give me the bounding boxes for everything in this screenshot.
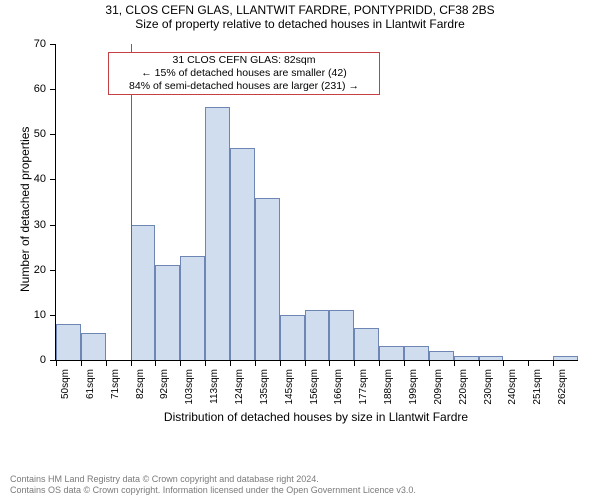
- y-tick: [50, 179, 56, 180]
- y-tick: [50, 315, 56, 316]
- x-tick: [454, 360, 455, 366]
- histogram-bar: [81, 333, 106, 360]
- x-tick: [379, 360, 380, 366]
- x-tick: [81, 360, 82, 366]
- title-line1: 31, CLOS CEFN GLAS, LLANTWIT FARDRE, PON…: [0, 3, 600, 17]
- x-tick: [180, 360, 181, 366]
- y-tick: [50, 44, 56, 45]
- histogram-bar: [553, 356, 578, 361]
- histogram-bar: [180, 256, 205, 360]
- x-tick-label: 61sqm: [85, 369, 96, 409]
- histogram-bar: [479, 356, 504, 361]
- x-tick: [528, 360, 529, 366]
- x-tick-label: 113sqm: [209, 369, 220, 409]
- y-tick: [50, 134, 56, 135]
- annotation-line: ← 15% of detached houses are smaller (42…: [113, 67, 375, 80]
- x-axis-label: Distribution of detached houses by size …: [55, 410, 577, 424]
- x-tick: [155, 360, 156, 366]
- x-tick: [479, 360, 480, 366]
- histogram-bar: [404, 346, 429, 360]
- footer-line1: Contains HM Land Registry data © Crown c…: [10, 474, 416, 485]
- annotation-box: 31 CLOS CEFN GLAS: 82sqm← 15% of detache…: [108, 52, 380, 95]
- histogram-bar: [131, 225, 156, 360]
- plot-area: 01020304050607050sqm61sqm71sqm82sqm92sqm…: [55, 44, 578, 361]
- x-tick-label: 82sqm: [135, 369, 146, 409]
- histogram-bar: [354, 328, 379, 360]
- x-tick-label: 188sqm: [383, 369, 394, 409]
- x-tick-label: 199sqm: [408, 369, 419, 409]
- y-tick: [50, 89, 56, 90]
- x-tick: [503, 360, 504, 366]
- footer-attribution: Contains HM Land Registry data © Crown c…: [10, 474, 416, 496]
- histogram-bar: [454, 356, 479, 361]
- y-tick-label: 70: [22, 38, 46, 50]
- annotation-line: 31 CLOS CEFN GLAS: 82sqm: [113, 54, 375, 67]
- x-tick-label: 92sqm: [159, 369, 170, 409]
- x-tick-label: 135sqm: [259, 369, 270, 409]
- x-tick-label: 50sqm: [60, 369, 71, 409]
- histogram-bar: [56, 324, 81, 360]
- x-tick: [429, 360, 430, 366]
- histogram-bar: [379, 346, 404, 360]
- x-tick: [131, 360, 132, 366]
- y-tick-label: 60: [22, 83, 46, 95]
- histogram-bar: [255, 198, 280, 361]
- x-tick-label: 262sqm: [557, 369, 568, 409]
- y-tick: [50, 225, 56, 226]
- x-tick-label: 240sqm: [507, 369, 518, 409]
- x-tick-label: 71sqm: [110, 369, 121, 409]
- histogram-bar: [280, 315, 305, 360]
- x-tick: [255, 360, 256, 366]
- x-tick-label: 177sqm: [358, 369, 369, 409]
- x-tick: [280, 360, 281, 366]
- histogram-bar: [230, 148, 255, 360]
- x-tick-label: 156sqm: [309, 369, 320, 409]
- footer-line2: Contains OS data © Crown copyright. Info…: [10, 485, 416, 496]
- x-tick-label: 145sqm: [284, 369, 295, 409]
- x-tick: [553, 360, 554, 366]
- x-tick-label: 251sqm: [532, 369, 543, 409]
- x-tick: [354, 360, 355, 366]
- title-line2: Size of property relative to detached ho…: [0, 17, 600, 31]
- x-tick-label: 230sqm: [483, 369, 494, 409]
- annotation-line: 84% of semi-detached houses are larger (…: [113, 80, 375, 93]
- y-tick-label: 0: [22, 354, 46, 366]
- x-tick-label: 124sqm: [234, 369, 245, 409]
- x-tick-label: 166sqm: [333, 369, 344, 409]
- y-tick-label: 10: [22, 309, 46, 321]
- x-tick: [230, 360, 231, 366]
- x-tick: [56, 360, 57, 366]
- histogram-bar: [205, 107, 230, 360]
- histogram-bar: [305, 310, 330, 360]
- x-tick-label: 209sqm: [433, 369, 444, 409]
- y-tick: [50, 270, 56, 271]
- x-tick-label: 220sqm: [458, 369, 469, 409]
- x-tick: [106, 360, 107, 366]
- x-tick: [305, 360, 306, 366]
- histogram-bar: [429, 351, 454, 360]
- x-tick: [404, 360, 405, 366]
- histogram-bar: [155, 265, 180, 360]
- chart-area: 01020304050607050sqm61sqm71sqm82sqm92sqm…: [0, 38, 600, 433]
- x-tick: [205, 360, 206, 366]
- title-block: 31, CLOS CEFN GLAS, LLANTWIT FARDRE, PON…: [0, 3, 600, 32]
- histogram-bar: [329, 310, 354, 360]
- figure-container: 31, CLOS CEFN GLAS, LLANTWIT FARDRE, PON…: [0, 0, 600, 500]
- x-tick: [329, 360, 330, 366]
- y-axis-label: Number of detached properties: [18, 127, 32, 292]
- x-tick-label: 103sqm: [184, 369, 195, 409]
